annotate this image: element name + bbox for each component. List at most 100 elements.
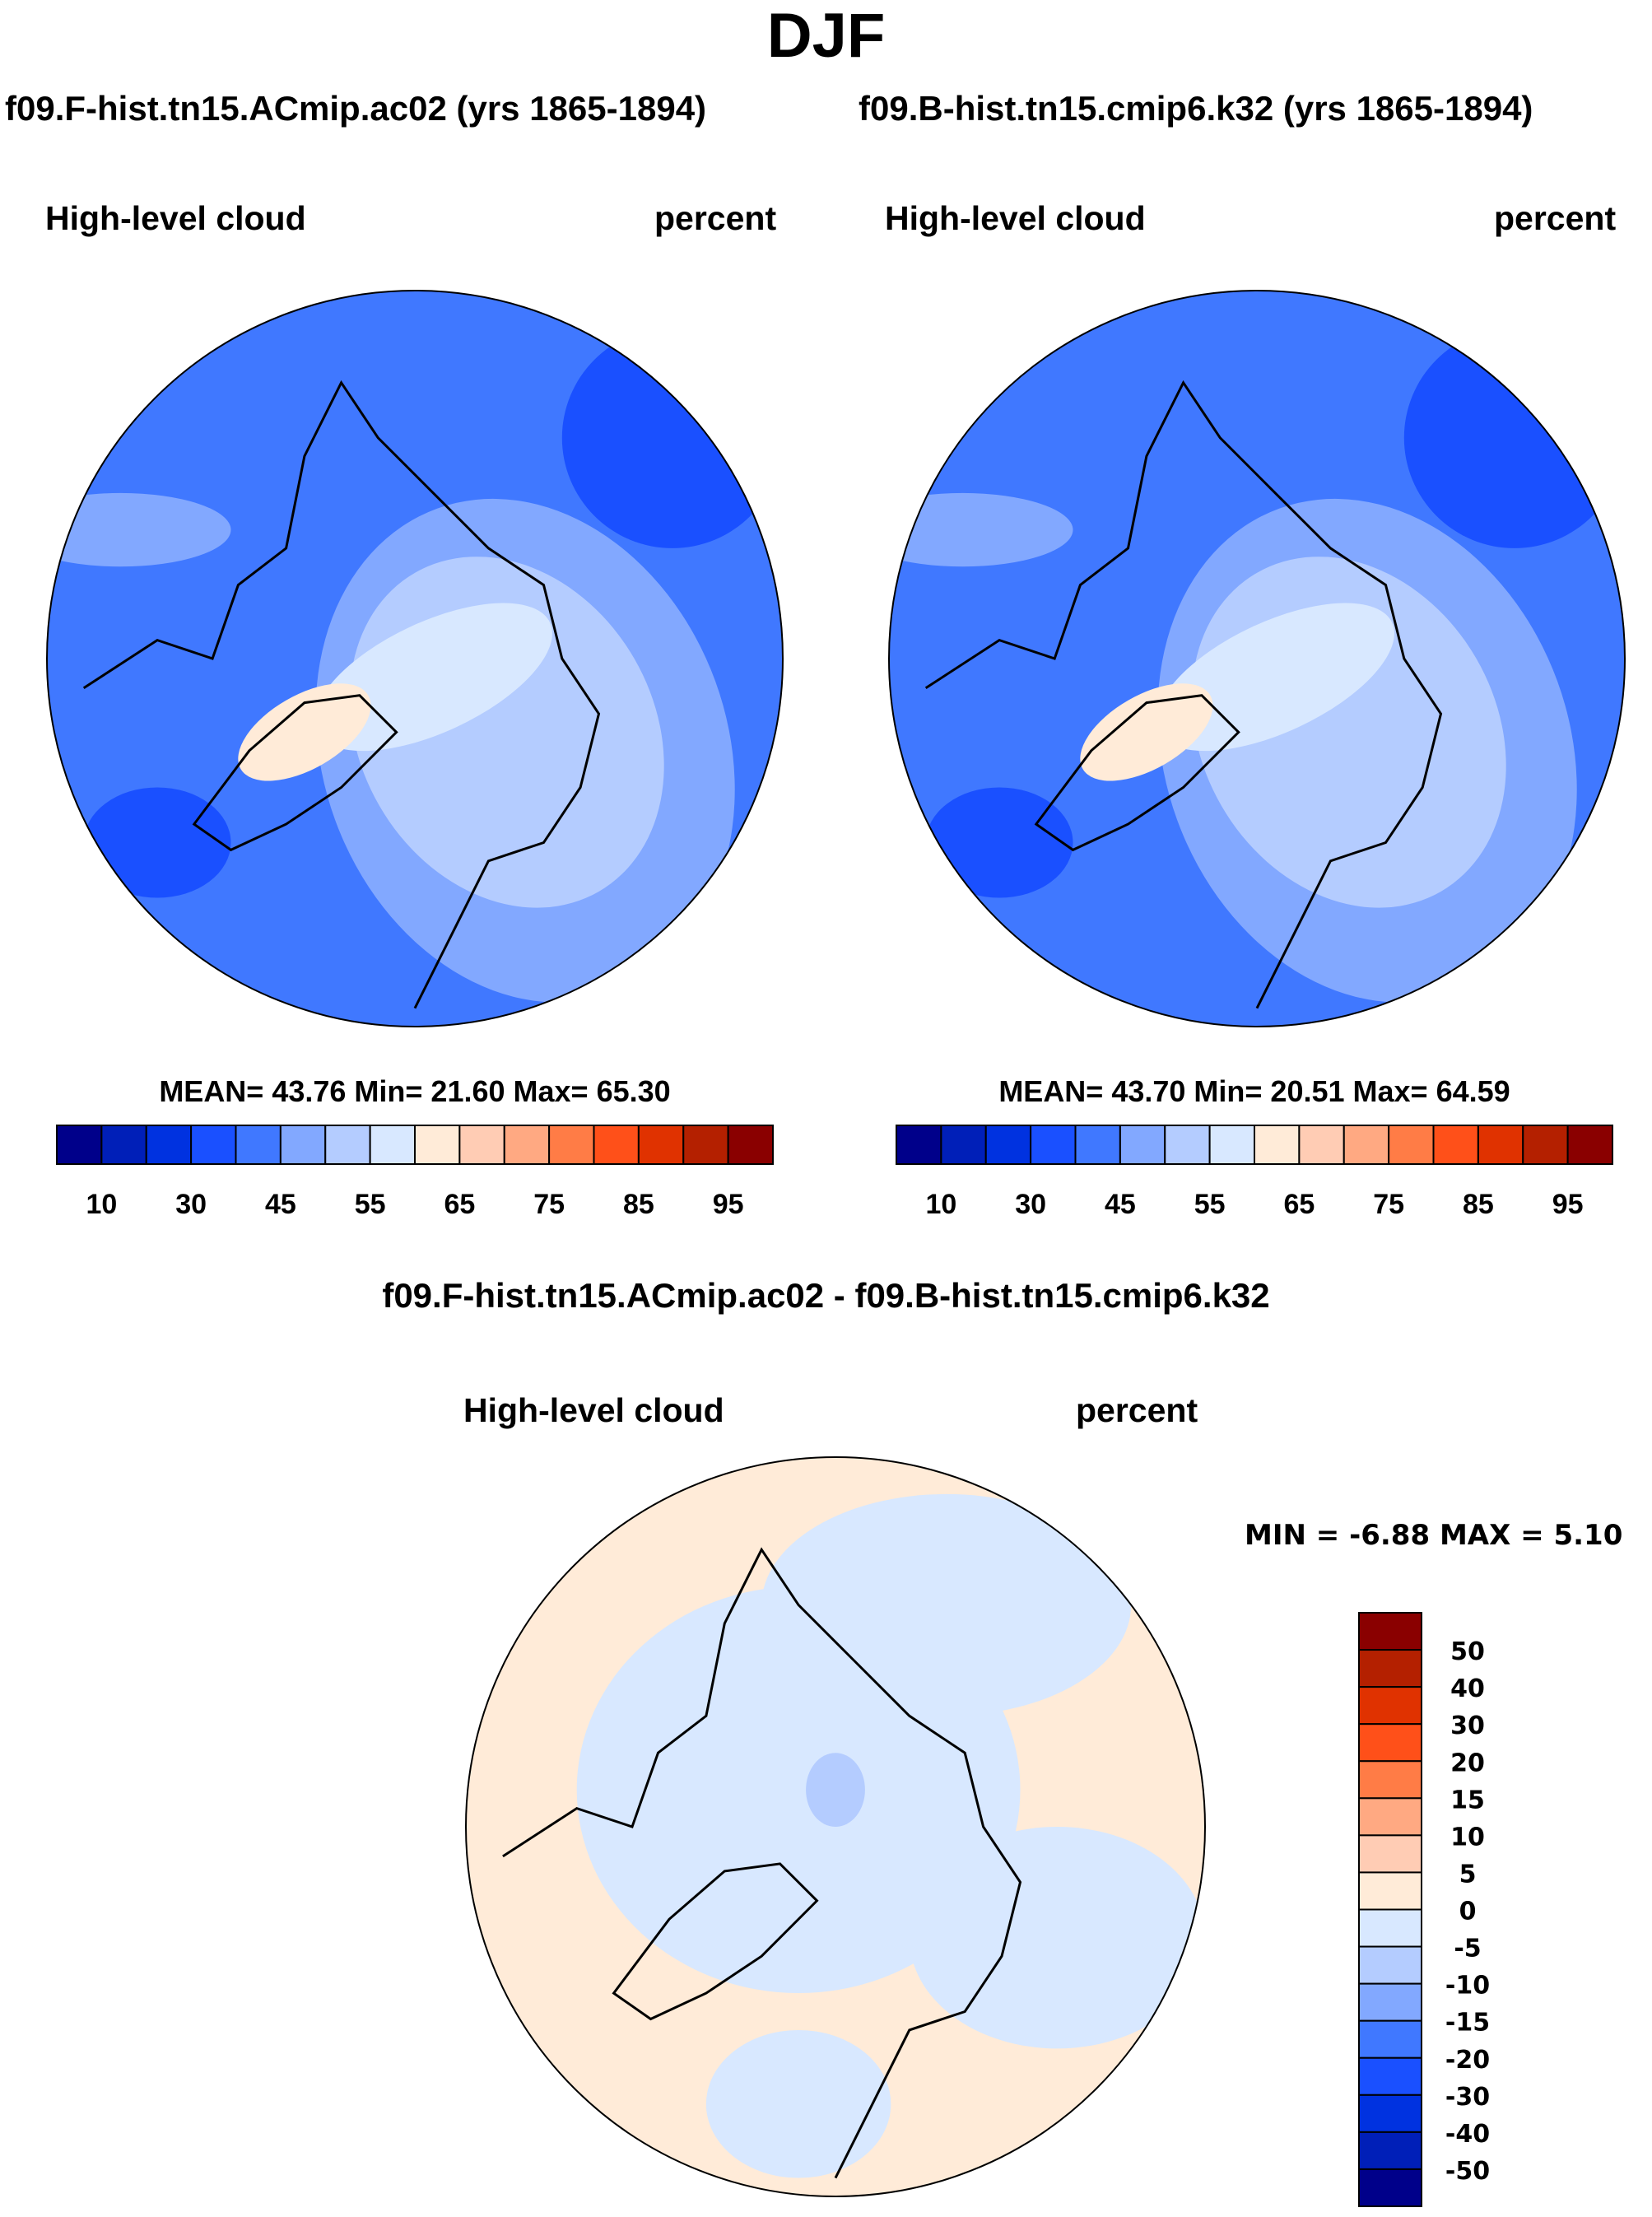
colorbar-2-tick-label: 55: [1194, 1189, 1226, 1220]
colorbar-2-box: [1208, 1125, 1255, 1165]
colorbar-1-tick-label: 65: [444, 1189, 475, 1220]
colorbar-1-box: [190, 1125, 237, 1165]
coastline: [82, 380, 601, 1009]
panel-2-variable-label: High-level cloud: [885, 199, 1146, 237]
colorbar-2-box: [1388, 1125, 1435, 1165]
colorbar-2-box: [1566, 1125, 1613, 1165]
colorbar-1-box: [56, 1125, 103, 1165]
colorbar-2-box: [1030, 1125, 1077, 1165]
diff-colorbar-box: [1358, 2056, 1422, 2096]
colorbar-2-tick-label: 65: [1283, 1189, 1315, 1220]
coastline-greenland: [612, 1862, 819, 2021]
diff-colorbar-box: [1358, 2019, 1422, 2059]
diff-colorbar-tick-label: -20: [1445, 2046, 1490, 2075]
diff-colorbar-tick-label: -40: [1445, 2120, 1490, 2149]
colorbar-2-tick-label: 30: [1015, 1189, 1046, 1220]
panel-1-stats: MEAN= 43.76 Min= 21.60 Max= 65.30: [159, 1074, 671, 1108]
colorbar-1-box: [145, 1125, 193, 1165]
colorbar-1-box: [235, 1125, 282, 1165]
coastline-greenland: [192, 694, 398, 852]
colorbar-2-tick-label: 75: [1373, 1189, 1404, 1220]
map-b: [889, 291, 1625, 1027]
diff-colorbar-box: [1358, 1945, 1422, 1985]
colorbar-1-box: [637, 1125, 685, 1165]
diff-colorbar-tick-label: -50: [1445, 2157, 1490, 2186]
colorbar-1-box: [682, 1125, 729, 1165]
contour-region: [1156, 603, 1394, 752]
contour-region: [909, 1827, 1205, 2049]
panel-2-units-label: percent: [1494, 199, 1617, 237]
diff-units-label: percent: [1076, 1391, 1198, 1429]
contour-region: [1080, 683, 1213, 781]
diff-colorbar-tick-label: -15: [1445, 2009, 1490, 2038]
diff-case-title: f09.F-hist.tn15.ACmip.ac02 - f09.B-hist.…: [382, 1276, 1270, 1315]
contour-region: [705, 2029, 891, 2178]
diff-colorbar-tick-label: -5: [1454, 1935, 1481, 1963]
contour-region: [47, 492, 231, 567]
coastline: [924, 380, 1443, 1009]
diff-colorbar-box: [1358, 2168, 1422, 2207]
coastline: [502, 1547, 1022, 2179]
colorbar-1-tick-label: 55: [355, 1189, 386, 1220]
diff-colorbar-box: [1358, 1797, 1422, 1837]
colorbar-2-tick-label: 10: [925, 1189, 956, 1220]
colorbar-1-tick-label: 10: [86, 1189, 117, 1220]
colorbar-1-tick-label: 45: [265, 1189, 296, 1220]
diff-colorbar-box: [1358, 1760, 1422, 1800]
colorbar-1-box: [503, 1125, 551, 1165]
colorbar-2-box: [1164, 1125, 1211, 1165]
panel-2-stats: MEAN= 43.70 Min= 20.51 Max= 64.59: [998, 1074, 1510, 1108]
diff-colorbar-box: [1358, 1834, 1422, 1874]
diff-colorbar-box: [1358, 1908, 1422, 1948]
diff-colorbar-tick-label: -30: [1445, 2083, 1490, 2112]
contour-region: [925, 787, 1073, 898]
panel-1-case-title: f09.F-hist.tn15.ACmip.ac02 (yrs 1865-189…: [5, 89, 707, 128]
colorbar-1-box: [100, 1125, 147, 1165]
colorbar-1-box: [593, 1125, 640, 1165]
colorbar-1-box: [414, 1125, 461, 1165]
colorbar-2-box: [984, 1125, 1032, 1165]
colorbar-2-box: [1298, 1125, 1345, 1165]
colorbar-2-box: [1522, 1125, 1569, 1165]
diff-colorbar-tick-label: 15: [1450, 1786, 1485, 1814]
colorbar-1-box: [369, 1125, 416, 1165]
diff-colorbar-box: [1358, 2131, 1422, 2170]
colorbar-2-tick-label: 45: [1105, 1189, 1136, 1220]
diff-colorbar-box: [1358, 1871, 1422, 1911]
diff-colorbar-box: [1358, 1982, 1422, 2022]
colorbar-2-box: [1432, 1125, 1479, 1165]
diff-colorbar-tick-label: 0: [1459, 1898, 1477, 1926]
diff-colorbar-tick-label: 30: [1450, 1712, 1485, 1740]
colorbar-2-box: [940, 1125, 987, 1165]
map-c: [466, 1457, 1205, 2196]
diff-variable-label: High-level cloud: [463, 1391, 724, 1429]
colorbar-2-box: [896, 1125, 942, 1165]
colorbar-2-box: [1254, 1125, 1301, 1165]
diff-min-max: MIN = -6.88 MAX = 5.10: [1245, 1519, 1623, 1552]
contour-region: [1403, 327, 1625, 548]
colorbar-1-box: [458, 1125, 505, 1165]
map-border: [465, 1456, 1206, 2197]
panel-1-variable-label: High-level cloud: [45, 199, 306, 237]
panel-2-case-title: f09.B-hist.tn15.cmip6.k32 (yrs 1865-1894…: [859, 89, 1533, 128]
coastline-greenland: [1034, 694, 1240, 852]
colorbar-2-tick-label: 85: [1463, 1189, 1494, 1220]
colorbar-2-box: [1477, 1125, 1524, 1165]
diff-colorbar-tick-label: 20: [1450, 1749, 1485, 1777]
map-a: [47, 291, 783, 1027]
map-border: [888, 290, 1626, 1027]
colorbar-2-box: [1119, 1125, 1166, 1165]
diff-colorbar-tick-label: 40: [1450, 1674, 1485, 1703]
contour-region: [889, 492, 1073, 567]
colorbar-1-box: [279, 1125, 327, 1165]
contour-region: [561, 327, 783, 548]
contour-region: [238, 683, 371, 781]
colorbar-1-box: [324, 1125, 371, 1165]
colorbar-1-tick-label: 95: [713, 1189, 744, 1220]
colorbar-1-tick-label: 75: [533, 1189, 565, 1220]
colorbar-1-box: [548, 1125, 595, 1165]
colorbar-2-box: [1343, 1125, 1390, 1165]
diff-colorbar-tick-label: 50: [1450, 1637, 1485, 1666]
contour-region: [83, 787, 231, 898]
